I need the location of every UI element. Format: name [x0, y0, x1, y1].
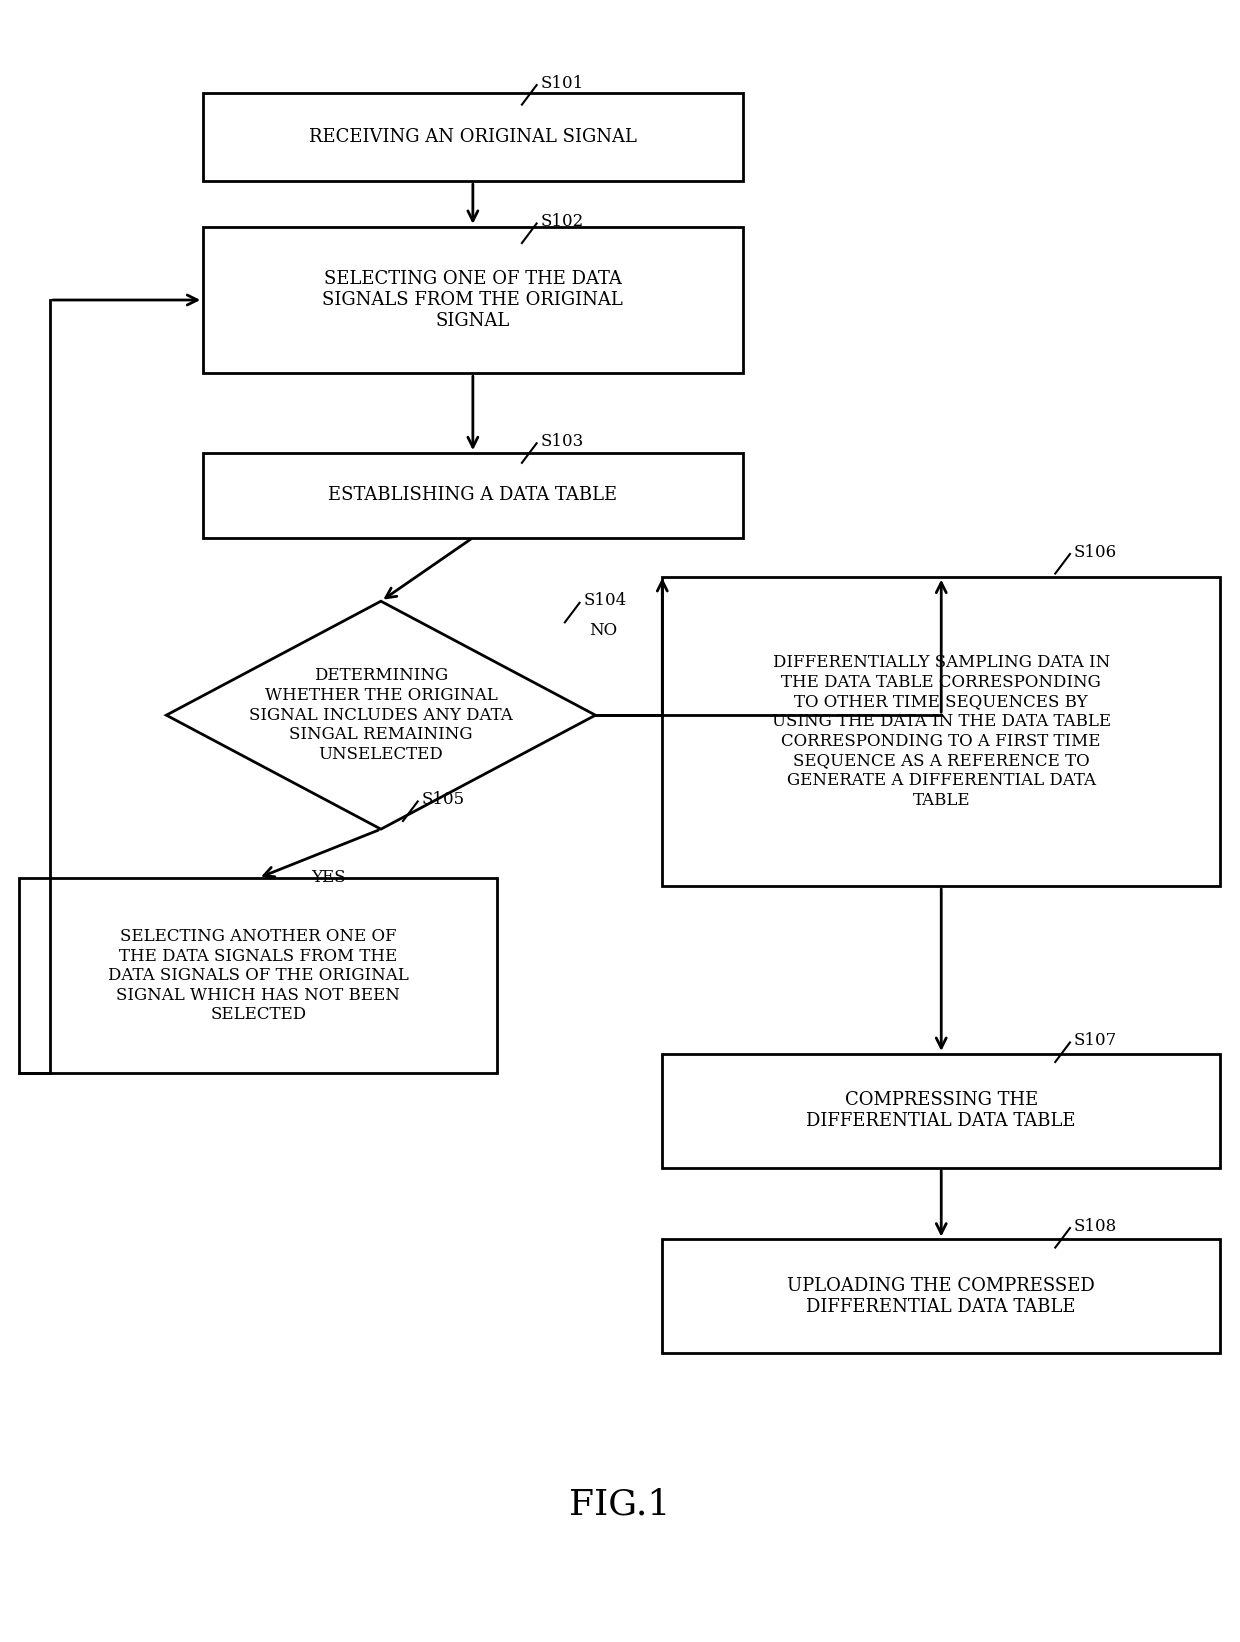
- FancyBboxPatch shape: [19, 878, 497, 1074]
- Text: S107: S107: [1074, 1031, 1117, 1049]
- FancyBboxPatch shape: [203, 94, 743, 181]
- Text: DIFFERENTIALLY SAMPLING DATA IN
THE DATA TABLE CORRESPONDING
TO OTHER TIME SEQUE: DIFFERENTIALLY SAMPLING DATA IN THE DATA…: [771, 655, 1111, 808]
- Text: S102: S102: [541, 213, 584, 230]
- FancyBboxPatch shape: [662, 576, 1220, 887]
- Text: UPLOADING THE COMPRESSED
DIFFERENTIAL DATA TABLE: UPLOADING THE COMPRESSED DIFFERENTIAL DA…: [787, 1277, 1095, 1315]
- Text: SELECTING ANOTHER ONE OF
THE DATA SIGNALS FROM THE
DATA SIGNALS OF THE ORIGINAL
: SELECTING ANOTHER ONE OF THE DATA SIGNAL…: [108, 928, 409, 1023]
- Text: S103: S103: [541, 433, 584, 450]
- Text: SELECTING ONE OF THE DATA
SIGNALS FROM THE ORIGINAL
SIGNAL: SELECTING ONE OF THE DATA SIGNALS FROM T…: [322, 271, 624, 330]
- Text: YES: YES: [311, 869, 346, 887]
- Text: FIG.1: FIG.1: [569, 1488, 671, 1522]
- Text: COMPRESSING THE
DIFFERENTIAL DATA TABLE: COMPRESSING THE DIFFERENTIAL DATA TABLE: [806, 1092, 1076, 1130]
- Text: ESTABLISHING A DATA TABLE: ESTABLISHING A DATA TABLE: [329, 486, 618, 504]
- Text: RECEIVING AN ORIGINAL SIGNAL: RECEIVING AN ORIGINAL SIGNAL: [309, 128, 637, 146]
- Text: DETERMINING
WHETHER THE ORIGINAL
SIGNAL INCLUDES ANY DATA
SINGAL REMAINING
UNSEL: DETERMINING WHETHER THE ORIGINAL SIGNAL …: [249, 667, 513, 764]
- FancyBboxPatch shape: [662, 1240, 1220, 1353]
- Text: NO: NO: [589, 622, 618, 639]
- Text: S106: S106: [1074, 544, 1117, 560]
- Text: S105: S105: [422, 791, 465, 808]
- FancyBboxPatch shape: [203, 227, 743, 373]
- FancyBboxPatch shape: [662, 1054, 1220, 1167]
- Text: S101: S101: [541, 74, 584, 92]
- Text: S108: S108: [1074, 1217, 1117, 1235]
- Text: S104: S104: [583, 593, 626, 609]
- Polygon shape: [166, 601, 595, 829]
- FancyBboxPatch shape: [203, 453, 743, 537]
